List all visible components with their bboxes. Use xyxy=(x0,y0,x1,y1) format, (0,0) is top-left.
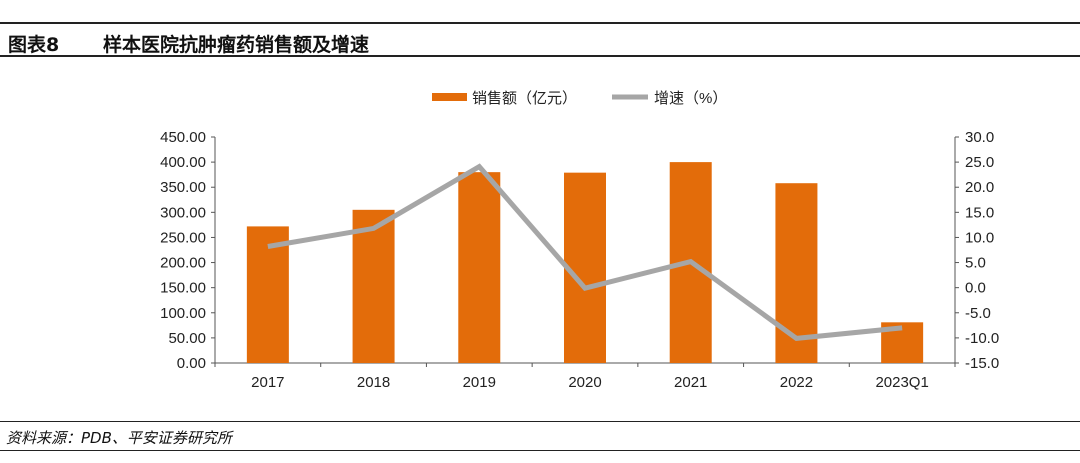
x-tick-label: 2022 xyxy=(780,374,813,391)
title-text: 样本医院抗肿瘤药销售额及增速 xyxy=(103,34,370,56)
right-tick-label: 30.0 xyxy=(965,129,994,146)
left-tick-label: 400.00 xyxy=(160,154,206,171)
bar-2020 xyxy=(564,172,606,363)
right-tick-label: 25.0 xyxy=(965,154,994,171)
left-tick-label: 450.00 xyxy=(160,129,206,146)
left-tick-label: 0.00 xyxy=(177,355,206,372)
left-tick-label: 350.00 xyxy=(160,179,206,196)
x-tick-label: 2019 xyxy=(463,374,496,391)
left-tick-label: 200.00 xyxy=(160,255,206,272)
left-tick-label: 250.00 xyxy=(160,229,206,246)
source-rule-top xyxy=(0,421,1080,422)
left-tick-label: 100.00 xyxy=(160,305,206,322)
legend-bar-swatch xyxy=(432,93,467,101)
bar-2018 xyxy=(352,209,395,363)
right-tick-label: 5.0 xyxy=(965,255,986,272)
bar-2019 xyxy=(458,172,501,363)
left-tick-label: 50.00 xyxy=(168,330,206,347)
left-tick-label: 150.00 xyxy=(160,280,206,297)
right-tick-label: -15.0 xyxy=(965,355,999,372)
right-tick-label: -5.0 xyxy=(965,305,991,322)
right-tick-label: 10.0 xyxy=(965,229,994,246)
x-tick-label: 2021 xyxy=(674,374,707,391)
top-rule xyxy=(0,22,1080,24)
right-tick-label: 0.0 xyxy=(965,280,986,297)
title-rule xyxy=(0,55,1080,57)
right-tick-label: -10.0 xyxy=(965,330,999,347)
bottom-rule xyxy=(0,450,1080,451)
legend-bar-label: 销售额（亿元） xyxy=(472,90,577,107)
x-tick-label: 2018 xyxy=(357,374,390,391)
x-tick-label: 2020 xyxy=(568,374,601,391)
right-tick-label: 20.0 xyxy=(965,179,994,196)
x-tick-label: 2023Q1 xyxy=(875,374,928,391)
figure-title: 图表8 样本医院抗肿瘤药销售额及增速 xyxy=(8,30,369,57)
bar-2017 xyxy=(246,226,289,363)
x-tick-label: 2017 xyxy=(251,374,284,391)
left-tick-label: 300.00 xyxy=(160,204,206,221)
figure-label: 图表8 xyxy=(8,34,60,56)
right-tick-label: 15.0 xyxy=(965,204,994,221)
legend-line-label: 增速（%） xyxy=(654,90,727,107)
bar-2022 xyxy=(775,183,818,363)
source-note: 资料来源：PDB、平安证券研究所 xyxy=(6,429,232,447)
